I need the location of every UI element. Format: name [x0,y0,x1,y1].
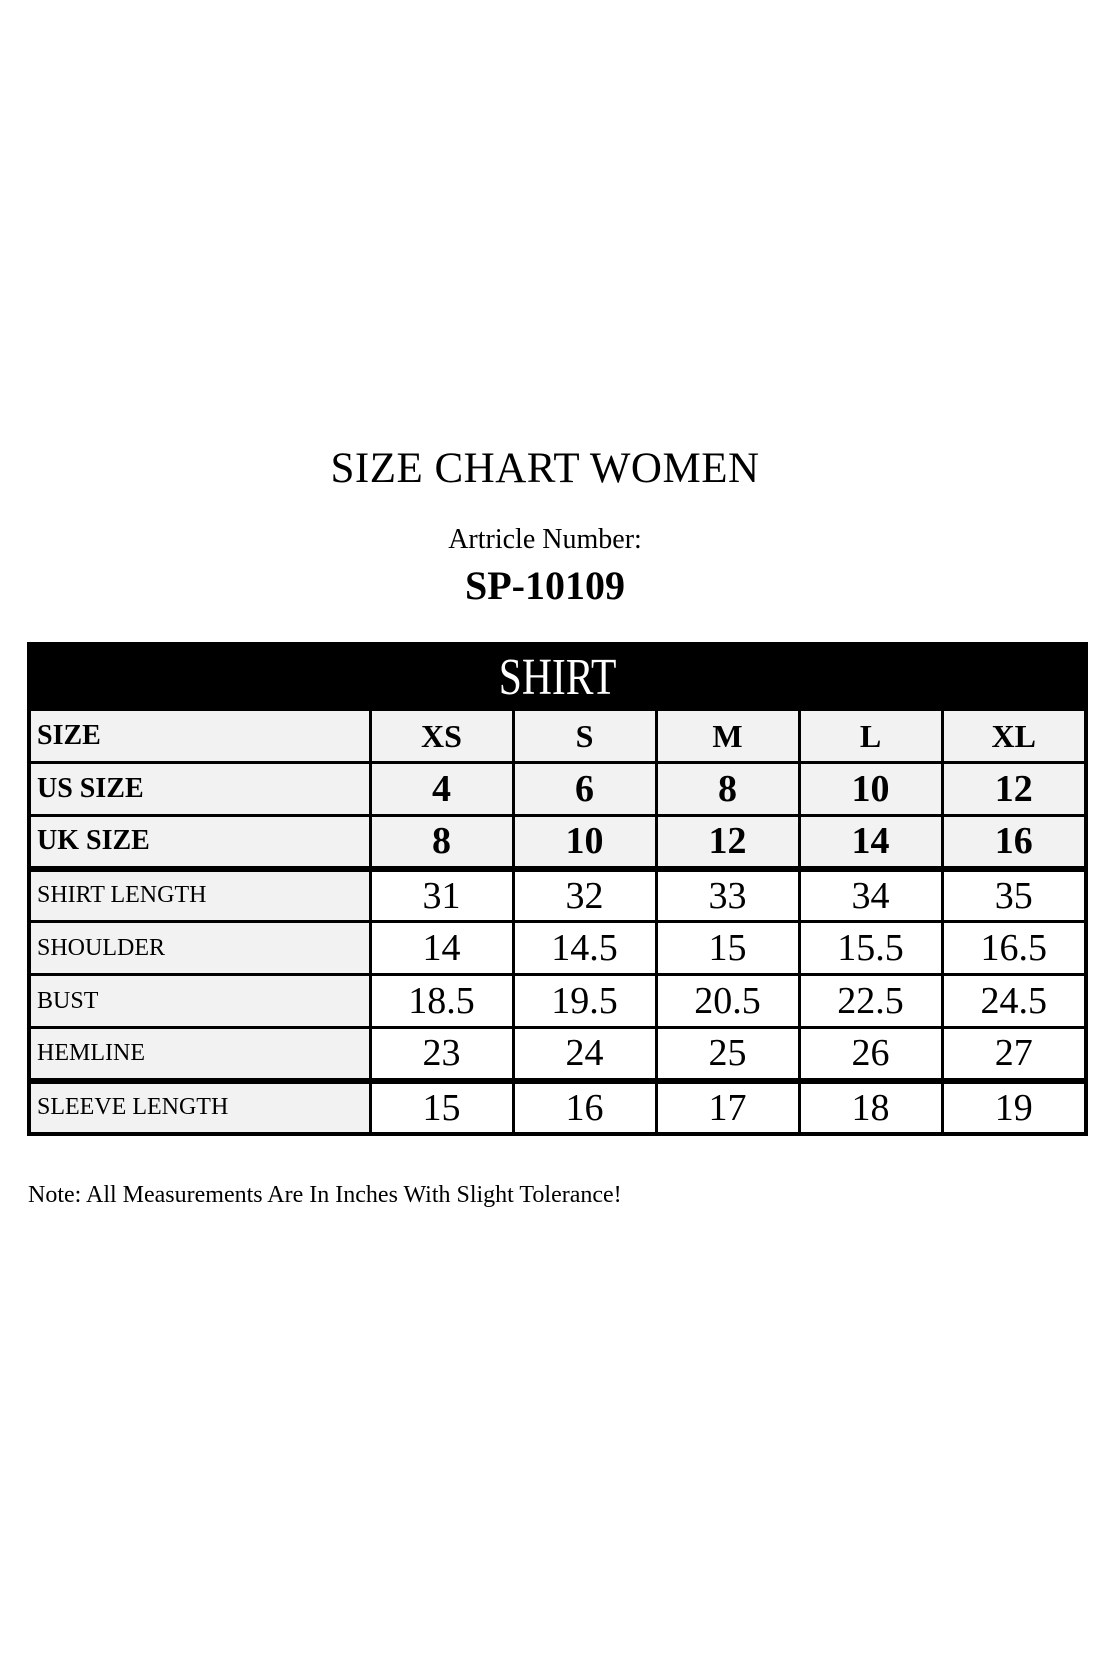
table-row: SLEEVE LENGTH 15 16 17 18 19 [27,1079,1088,1135]
cell-value: 23 [368,1026,515,1084]
cell-value: 22.5 [797,973,944,1029]
cell-value: 14 [797,814,944,872]
cell-value: XS [368,708,515,764]
cell-value: 8 [654,761,801,817]
size-chart-table: SHIRT SIZE XS S M L XL US SIZE 4 6 8 10 12 UK SIZE 8 1… [27,642,1089,1136]
cell-value: 24.5 [940,973,1088,1029]
measurement-note: Note: All Measurements Are In Inches Wit… [28,1182,622,1208]
cell-value: M [654,708,801,764]
cell-value: 19.5 [511,973,658,1029]
cell-value: 31 [368,867,515,923]
row-label: UK SIZE [27,814,372,872]
table-banner-row: SHIRT [27,642,1088,711]
cell-value: 16 [940,814,1088,872]
cell-value: 35 [940,867,1088,923]
cell-value: L [797,708,944,764]
cell-value: 19 [940,1079,1088,1135]
cell-value: 8 [368,814,515,872]
cell-value: 12 [654,814,801,872]
row-label: SLEEVE LENGTH [27,1079,372,1135]
row-label: SHOULDER [27,920,372,976]
cell-value: 15 [654,920,801,976]
cell-value: 16 [511,1079,658,1135]
article-number-value: SP-10109 [465,563,625,608]
table-row: US SIZE 4 6 8 10 12 [27,761,1088,817]
cell-value: 14.5 [511,920,658,976]
row-label: HEMLINE [27,1026,372,1084]
cell-value: S [511,708,658,764]
table-banner-title: SHIRT [498,648,617,706]
table-row: UK SIZE 8 10 12 14 16 [27,814,1088,872]
table-row: HEMLINE 23 24 25 26 27 [27,1026,1088,1084]
row-label: BUST [27,973,372,1029]
cell-value: 17 [654,1079,801,1135]
cell-value: 26 [797,1026,944,1084]
cell-value: 25 [654,1026,801,1084]
cell-value: 15.5 [797,920,944,976]
row-label: SIZE [27,708,372,764]
cell-value: 18.5 [368,973,515,1029]
cell-value: XL [940,708,1088,764]
table-row: SHIRT LENGTH 31 32 33 34 35 [27,867,1088,923]
cell-value: 32 [511,867,658,923]
table-row: SIZE XS S M L XL [27,708,1088,764]
cell-value: 15 [368,1079,515,1135]
cell-value: 6 [511,761,658,817]
cell-value: 10 [797,761,944,817]
cell-value: 34 [797,867,944,923]
cell-value: 27 [940,1026,1088,1084]
page-title: SIZE CHART WOMEN [330,445,760,492]
table-row: BUST 18.5 19.5 20.5 22.5 24.5 [27,973,1088,1029]
table-row: SHOULDER 14 14.5 15 15.5 16.5 [27,920,1088,976]
article-number-label: Artricle Number: [448,524,642,555]
row-label: SHIRT LENGTH [27,867,372,923]
cell-value: 18 [797,1079,944,1135]
cell-value: 24 [511,1026,658,1084]
cell-value: 16.5 [940,920,1088,976]
size-table-body: SIZE XS S M L XL US SIZE 4 6 8 10 12 UK SIZE 8 10 12 14 1… [27,708,1088,1135]
cell-value: 20.5 [654,973,801,1029]
cell-value: 33 [654,867,801,923]
row-label: US SIZE [27,761,372,817]
cell-value: 10 [511,814,658,872]
table-banner-cell: SHIRT [27,642,1088,711]
cell-value: 4 [368,761,515,817]
cell-value: 12 [940,761,1088,817]
cell-value: 14 [368,920,515,976]
